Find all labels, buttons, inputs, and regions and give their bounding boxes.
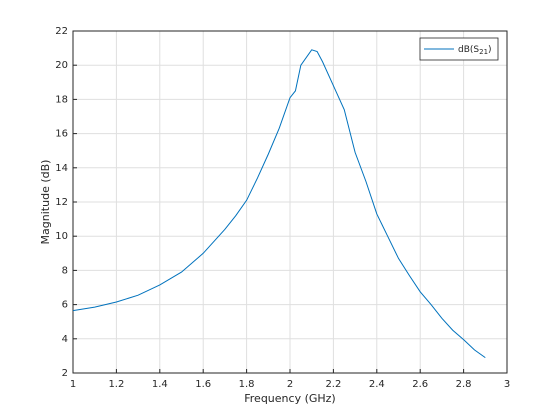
x-tick-label: 2.8 <box>456 379 472 390</box>
x-tick-label: 1 <box>70 379 76 390</box>
data-line <box>72 49 486 359</box>
x-tick-label: 2.4 <box>369 379 385 390</box>
y-tick-label: 8 <box>62 265 68 276</box>
y-tick-label: 6 <box>62 300 68 311</box>
legend-box <box>419 37 499 61</box>
y-tick-label: 18 <box>55 94 68 105</box>
legend-label: dB(S21) <box>458 45 492 57</box>
x-tick-label: 2.6 <box>412 379 428 390</box>
y-axis-label: Magnitude (dB) <box>39 160 52 245</box>
y-tick-label: 4 <box>62 334 68 345</box>
legend: dB(S21) <box>419 37 499 61</box>
x-tick-label: 3 <box>504 379 510 390</box>
y-tick-label: 14 <box>55 163 68 174</box>
x-tick-label: 1.4 <box>152 379 168 390</box>
x-tick-label: 2.2 <box>325 379 341 390</box>
plot-frame <box>72 30 508 374</box>
y-tick-label: 20 <box>55 60 68 71</box>
x-tick-label: 1.6 <box>195 379 211 390</box>
y-tick-label: 22 <box>55 26 68 37</box>
y-tick-label: 2 <box>62 368 68 379</box>
x-axis-label: Frequency (GHz) <box>244 392 335 405</box>
x-tick-label: 1.8 <box>239 379 255 390</box>
x-tick-label: 2 <box>287 379 293 390</box>
y-tick-label: 10 <box>55 231 68 242</box>
y-tick-label: 12 <box>55 197 68 208</box>
x-tick-label: 1.2 <box>108 379 124 390</box>
y-tick-label: 16 <box>55 129 68 140</box>
